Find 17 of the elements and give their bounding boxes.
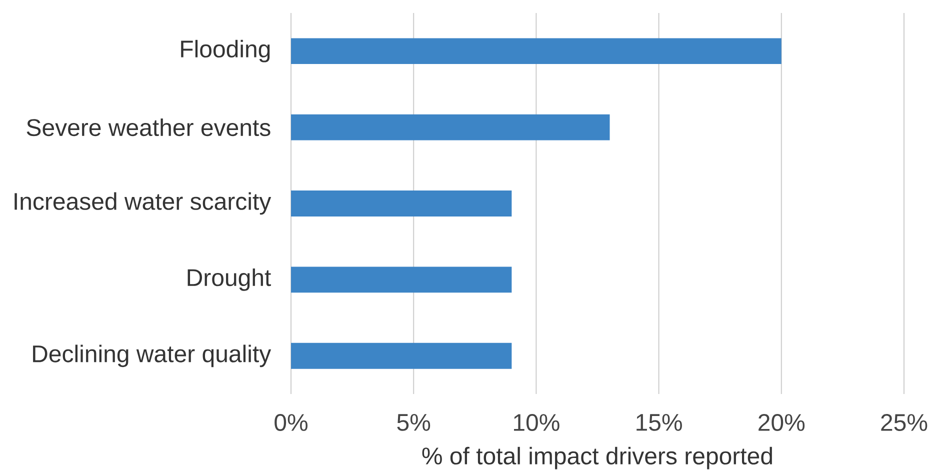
y-tick-label: Increased water scarcity: [14, 192, 272, 215]
bar: [291, 266, 512, 293]
x-tick-label: 25%: [881, 414, 928, 432]
bar: [291, 114, 610, 140]
x-tick-label: 10%: [514, 414, 560, 432]
x-tick-label: 0%: [274, 414, 308, 432]
bar: [291, 38, 782, 64]
x-tick-label: 15%: [636, 414, 682, 431]
y-tick-label: Drought: [188, 268, 272, 291]
x-axis-title: % of total impact drivers reported: [422, 446, 772, 470]
bar: [291, 190, 512, 216]
y-tick-label: Severe weather events: [26, 118, 270, 136]
x-tick-label: 5%: [397, 414, 430, 431]
bar: [291, 342, 512, 369]
x-tick-label: 20%: [758, 414, 805, 432]
y-tick-label: Declining water quality: [33, 344, 272, 368]
y-tick-label: Flooding: [181, 40, 270, 62]
